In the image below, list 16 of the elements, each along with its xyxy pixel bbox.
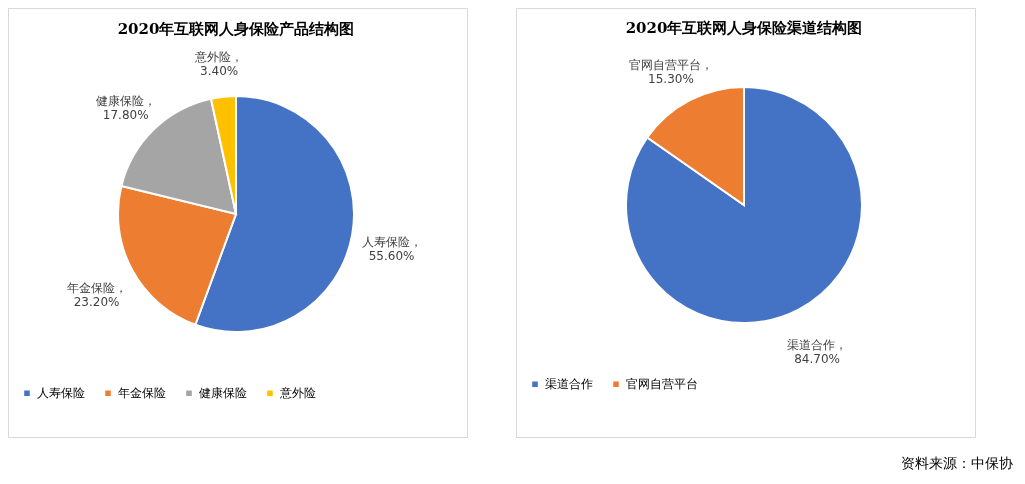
data-label: 年金保险，23.20% (66, 281, 127, 310)
chart-title: 2020年互联网人身保险产品结构图 (117, 19, 355, 38)
data-label: 渠道合作，84.70% (787, 338, 848, 367)
chart-title: 2020年互联网人身保险渠道结构图 (625, 19, 863, 37)
data-label: 官网自营平台，15.30% (628, 57, 713, 86)
legend-label: 意外险 (279, 386, 316, 401)
text: 资料来源：中保协 (901, 455, 1013, 473)
legend-label: 健康保险 (199, 386, 247, 401)
pie-slice (625, 86, 863, 324)
legend-label: 官网自营平台 (626, 377, 698, 392)
legend-label: 渠道合作 (545, 377, 593, 392)
data-label: 人寿保险，55.60% (361, 234, 422, 263)
legend-label: 年金保险 (118, 386, 166, 401)
data-label: 健康保险，17.80% (95, 93, 156, 122)
data-label: 意外险，3.40% (194, 49, 244, 78)
legend-label: 人寿保险 (37, 386, 85, 401)
